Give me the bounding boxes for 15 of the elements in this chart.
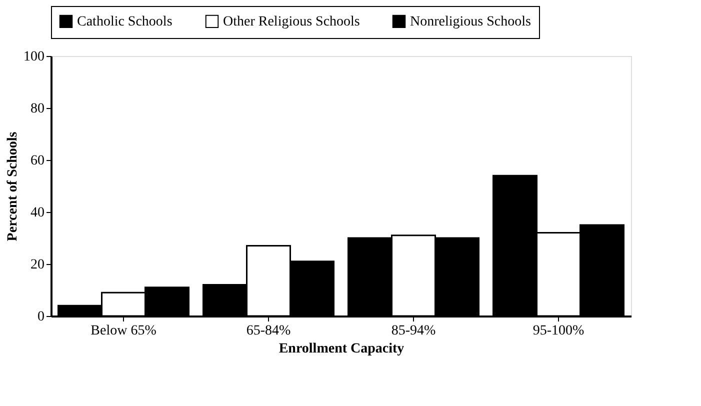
y-tick-label: 80 [30,102,44,116]
y-tick-label: 20 [30,258,44,272]
legend-label: Other Religious Schools [223,14,360,30]
legend-label: Catholic Schools [77,14,172,30]
y-tick-label: 0 [38,310,44,324]
y-tick-label: 100 [24,50,44,64]
x-tick-label: 65-84% [246,324,291,338]
x-tick-label: 85-94% [391,324,436,338]
x-tick-label: 95-100% [532,324,584,338]
x-axis-title: Enrollment Capacity [278,342,404,356]
y-tick-label: 60 [30,154,44,168]
legend-label: Nonreligious Schools [410,14,531,30]
x-tick-label: Below 65% [90,324,157,338]
y-axis-title: Percent of Schools [6,131,20,242]
y-tick-label: 40 [30,206,44,220]
